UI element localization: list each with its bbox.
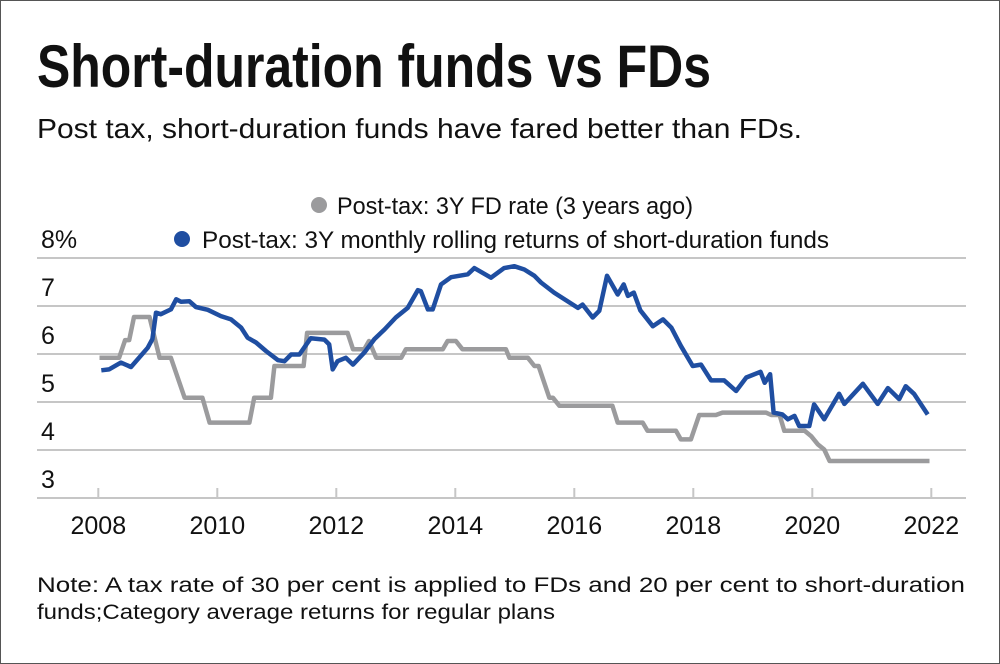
x-tick-label: 2012 bbox=[308, 512, 364, 540]
y-tick-label: 6 bbox=[41, 322, 55, 350]
x-axis: 2008 2010 2012 2014 2016 2018 2020 2022 bbox=[70, 488, 959, 540]
fd-series-line bbox=[99, 314, 930, 464]
legend: Post-tax: 3Y FD rate (3 years ago) Post-… bbox=[174, 193, 829, 254]
x-tick-label: 2014 bbox=[427, 512, 483, 540]
x-tick-label: 2016 bbox=[546, 512, 602, 540]
legend-label-fd: Post-tax: 3Y FD rate (3 years ago) bbox=[337, 193, 693, 220]
legend-label-funds: Post-tax: 3Y monthly rolling returns of … bbox=[202, 227, 829, 254]
y-tick-label: 8% bbox=[41, 226, 77, 254]
y-tick-label: 5 bbox=[41, 370, 55, 398]
y-tick-label: 7 bbox=[41, 274, 55, 302]
y-tick-label: 3 bbox=[41, 466, 55, 494]
x-tick-label: 2020 bbox=[784, 512, 840, 540]
x-tick-label: 2008 bbox=[70, 512, 126, 540]
note-line-2: funds;Category average returns for regul… bbox=[37, 601, 555, 624]
chart-subtitle: Post tax, short-duration funds have fare… bbox=[37, 113, 802, 144]
chart-title: Short-duration funds vs FDs bbox=[37, 33, 711, 100]
y-axis: 8% 7 6 5 4 3 bbox=[41, 226, 77, 494]
x-tick-label: 2018 bbox=[665, 512, 721, 540]
legend-dot-fd bbox=[311, 197, 327, 213]
x-tick-label: 2022 bbox=[903, 512, 959, 540]
legend-dot-funds bbox=[174, 231, 190, 247]
x-tick-label: 2010 bbox=[189, 512, 245, 540]
y-tick-label: 4 bbox=[41, 418, 55, 446]
funds-series-line bbox=[101, 263, 930, 429]
note-line-1: Note: A tax rate of 30 per cent is appli… bbox=[37, 574, 965, 597]
series-lines bbox=[99, 263, 930, 464]
